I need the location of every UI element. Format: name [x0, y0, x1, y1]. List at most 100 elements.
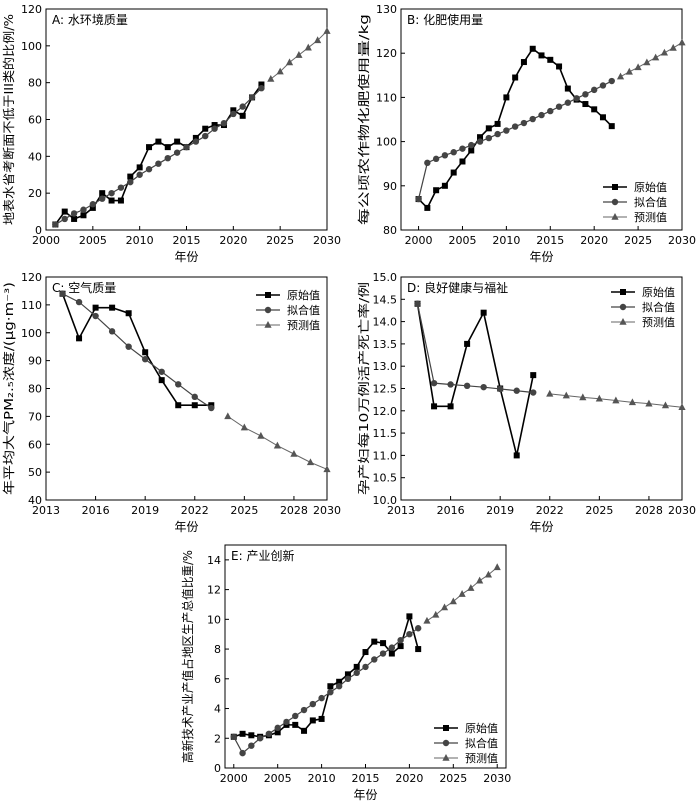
series-line-square [61, 293, 212, 407]
series-line-square [416, 303, 535, 456]
data-point-circle [441, 152, 449, 159]
y-tick-label: 14.0 [373, 316, 398, 329]
data-point-square [230, 107, 237, 114]
data-point-circle [335, 683, 343, 690]
data-point-square [336, 678, 343, 685]
data-point-circle [164, 154, 171, 162]
plot-frame [400, 276, 683, 501]
data-point-square [485, 125, 492, 132]
data-point-circle [230, 733, 237, 740]
data-point-triangle [612, 396, 620, 404]
data-point-circle [430, 379, 438, 387]
x-tick-label: 2015 [173, 234, 201, 247]
data-point-square [424, 204, 431, 211]
data-point-circle [239, 103, 246, 110]
data-point-circle [344, 675, 352, 682]
plot-frame [400, 8, 683, 231]
x-tick-label: 2020 [580, 234, 608, 247]
data-point-triangle [295, 51, 303, 58]
data-point-square [80, 212, 87, 219]
data-point-circle [463, 382, 471, 390]
panel-title: E: 产业创新 [231, 548, 294, 563]
data-point-square [99, 190, 106, 197]
data-point-circle [256, 735, 264, 742]
data-point-circle [136, 171, 143, 178]
data-point-triangle [449, 597, 457, 605]
legend-label: 拟合值 [642, 300, 675, 314]
x-tick-label: 2030 [668, 504, 696, 517]
data-point-circle [608, 77, 615, 85]
data-point-square [431, 403, 438, 410]
y-tick-label: 10.5 [373, 472, 398, 485]
data-point-circle [108, 328, 116, 335]
data-point-square [591, 106, 598, 113]
data-point-square [353, 663, 360, 670]
x-tick-label: 2000 [405, 234, 433, 247]
data-point-square [191, 402, 198, 409]
data-point-triangle [634, 63, 642, 71]
data-point-square [127, 173, 134, 180]
data-point-square [362, 649, 369, 656]
data-point-circle [117, 184, 125, 191]
data-point-triangle [257, 431, 265, 439]
y-tick-label: 13.0 [373, 360, 398, 373]
x-tick-label: 2025 [266, 234, 294, 247]
data-point-circle [511, 123, 519, 130]
data-point-square [556, 63, 563, 70]
x-tick-label: 2030 [313, 234, 341, 247]
data-point-square [61, 208, 68, 215]
data-point-circle [292, 712, 299, 720]
data-point-square [388, 650, 395, 657]
x-tick-label: 2016 [82, 504, 110, 517]
series-line-circle [62, 293, 212, 409]
x-tick-label: 2030 [483, 772, 511, 785]
data-point-circle [127, 178, 134, 186]
data-point-triangle [669, 43, 677, 51]
x-tick-label: 2005 [448, 234, 476, 247]
legend-marker [611, 213, 619, 220]
legend-label: 拟合值 [465, 736, 498, 750]
x-tick-label: 2019 [486, 504, 514, 517]
data-point-circle [248, 742, 255, 749]
data-point-square [415, 646, 422, 653]
legend-label: 拟合值 [634, 195, 667, 209]
data-point-circle [529, 115, 536, 123]
data-point-square [174, 138, 181, 145]
x-tick-label: 2030 [313, 504, 341, 517]
data-point-circle [99, 195, 106, 202]
data-point-square [248, 732, 255, 739]
data-point-triangle [643, 58, 651, 66]
data-point-circle [496, 385, 504, 393]
x-tick-label: 2025 [624, 234, 652, 247]
x-axis-title: 年份 [529, 520, 553, 534]
y-tick-label: 100 [21, 40, 42, 53]
data-point-circle [52, 221, 59, 228]
x-axis-title: 年份 [174, 520, 198, 534]
data-point-circle [230, 110, 237, 118]
data-point-square [433, 187, 440, 194]
data-point-circle [447, 381, 454, 388]
data-point-circle [476, 138, 484, 145]
data-point-triangle [285, 58, 294, 66]
data-point-square [274, 729, 281, 736]
data-point-circle [388, 644, 396, 651]
data-point-square [211, 122, 218, 129]
x-tick-label: 2020 [219, 234, 247, 247]
plot-frame [45, 8, 328, 231]
data-point-circle [258, 84, 265, 92]
data-point-square [468, 147, 475, 154]
data-point-square [318, 715, 325, 722]
data-point-square [327, 683, 334, 690]
x-tick-label: 2028 [635, 504, 663, 517]
data-point-circle [59, 290, 66, 297]
legend-label: 原始值 [642, 285, 675, 299]
data-point-circle [397, 636, 404, 644]
data-point-square [513, 452, 520, 459]
data-point-square [301, 727, 308, 734]
data-point-circle [503, 127, 510, 134]
data-point-triangle [304, 43, 312, 51]
data-point-circle [318, 694, 325, 702]
legend-label: 拟合值 [287, 303, 320, 317]
data-point-square [480, 309, 487, 316]
